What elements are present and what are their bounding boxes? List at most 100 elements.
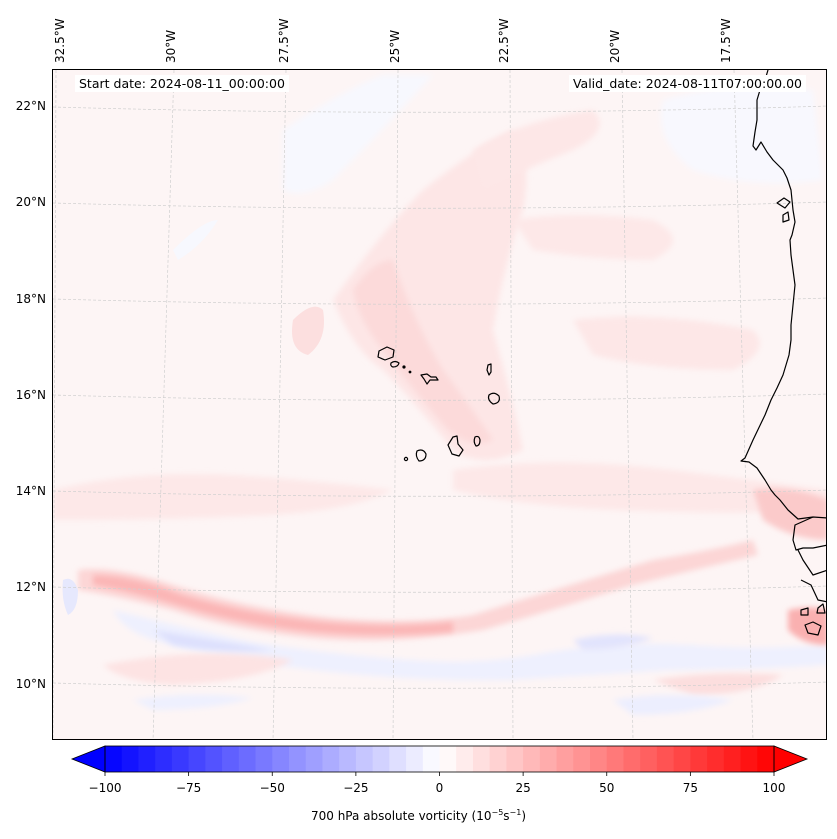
island-brava	[403, 456, 409, 462]
island-bijagos	[816, 603, 826, 614]
colorbar-max-extend-arrow	[773, 745, 809, 773]
colorbar-segment	[590, 746, 608, 772]
coastline-island	[782, 211, 790, 223]
parallel-line	[53, 585, 826, 593]
valid-date-label: Valid_date: 2024-08-11T07:00:00.00	[568, 75, 806, 92]
colorbar-tick-marks	[104, 772, 775, 776]
field-positive-core	[93, 575, 453, 635]
colorbar-tick-label: −25	[343, 781, 369, 795]
meridian-line	[621, 70, 634, 739]
colorbar-segment	[523, 746, 541, 772]
colorbar-segments	[105, 746, 775, 772]
start-date-label: Start date: 2024-08-11_00:00:00	[75, 75, 289, 92]
island-sal	[486, 363, 492, 376]
colorbar-segment	[389, 746, 407, 772]
meridian-line	[392, 70, 399, 739]
lat-tick-label: 14°N	[15, 484, 46, 498]
colorbar-tick-label: 100	[762, 781, 786, 795]
colorbar-segment	[506, 746, 524, 772]
colorbar-min-extend-arrow	[70, 745, 106, 773]
graticule	[53, 70, 826, 739]
lon-tick-label: 30°W	[164, 29, 178, 63]
field-negative-patch	[173, 220, 218, 260]
colorbar-outline	[104, 745, 775, 773]
lon-tick-label: 27.5°W	[277, 18, 291, 63]
field-positive-patch	[333, 130, 527, 460]
island-santo-antao	[377, 346, 395, 361]
colorbar-segment	[138, 746, 156, 772]
colorbar-segment	[573, 746, 591, 772]
colorbar-segment	[606, 746, 625, 772]
field-positive-patch	[103, 653, 293, 685]
parallel-line	[53, 105, 826, 113]
lat-tick-label: 22°N	[15, 99, 46, 113]
colorbar-segment	[288, 746, 307, 772]
colorbar-segment	[723, 746, 742, 772]
colorbar-segment	[673, 746, 691, 772]
island-fogo	[415, 449, 427, 462]
field-negative-patch	[133, 694, 253, 710]
colorbar-segment	[690, 746, 708, 772]
coastline-guinea-bissau	[800, 579, 826, 603]
lon-tick-label: 25°W	[388, 29, 402, 63]
colorbar-segment	[422, 746, 441, 772]
meridian-line	[152, 70, 175, 739]
vorticity-map	[53, 70, 826, 739]
field-negative-core	[153, 630, 273, 652]
field-positive-patch	[353, 260, 493, 444]
lon-tick-label: 20°W	[608, 29, 622, 63]
colorbar-segment	[656, 746, 675, 772]
island-branco	[408, 370, 412, 374]
lat-tick-label: 10°N	[15, 677, 46, 691]
colorbar-segment	[272, 746, 290, 772]
field-positive-patch	[53, 474, 393, 520]
lat-tick-label: 20°N	[15, 195, 46, 209]
colorbar-tick-label: 50	[599, 781, 615, 795]
colorbar-segment	[640, 746, 658, 772]
island-santa-luzia	[402, 365, 406, 369]
colorbar-segment	[205, 746, 223, 772]
colorbar-tick-label: −50	[259, 781, 285, 795]
lat-tick-label: 16°N	[15, 388, 46, 402]
colorbar-segment	[305, 746, 324, 772]
coastlines	[377, 70, 826, 636]
colorbar-segment	[556, 746, 574, 772]
island-santiago	[447, 435, 464, 457]
colorbar-tick-label: 75	[682, 781, 699, 795]
island-bijagos	[800, 607, 809, 616]
colorbar-segment	[222, 746, 240, 772]
coastline-island	[776, 197, 791, 209]
field-positive-patch	[653, 673, 783, 695]
colorbar-tick-label: −75	[175, 781, 202, 795]
parallel-line	[53, 201, 826, 209]
colorbar-segment	[472, 746, 491, 772]
parallel-line	[53, 489, 826, 497]
field-positive-patch	[513, 215, 673, 260]
colorbar-title-exponent: −1	[509, 808, 522, 817]
colorbar-title-exponent: −5	[491, 808, 504, 817]
field-positive-patch	[453, 462, 826, 513]
island-boa-vista	[487, 392, 500, 405]
parallel-line	[53, 681, 826, 689]
colorbar-segment	[757, 746, 775, 772]
island-sao-vicente	[390, 360, 400, 368]
map-panel[interactable]	[52, 69, 827, 740]
field-positive-patch	[788, 607, 826, 645]
colorbar-segment	[255, 746, 273, 772]
colorbar-title-close: )	[521, 809, 527, 823]
island-sao-nicolau	[420, 373, 439, 385]
colorbar-segment	[105, 746, 123, 772]
colorbar-segment	[406, 746, 424, 772]
colorbar-segment	[439, 746, 457, 772]
lon-tick-label: 17.5°W	[719, 18, 733, 63]
island-maio	[473, 435, 481, 447]
field-negative-core	[573, 634, 653, 650]
parallel-line	[53, 393, 826, 401]
colorbar-tick-label: 0	[435, 781, 444, 795]
meridian-line	[733, 70, 754, 739]
parallel-line	[53, 297, 826, 305]
field-negative-band	[113, 610, 826, 681]
field-negative-patch	[613, 695, 733, 715]
colorbar-segment	[707, 746, 725, 772]
meridian-line	[272, 70, 287, 739]
